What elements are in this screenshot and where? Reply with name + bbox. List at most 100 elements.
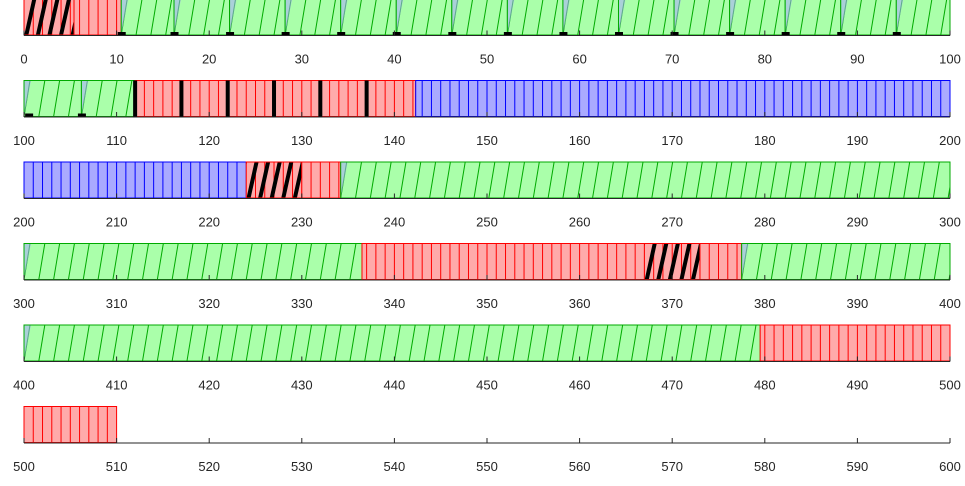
segment-edge [896, 0, 904, 35]
hatch [230, 243, 238, 280]
x-tick-label: 320 [198, 296, 220, 311]
x-tick-label: 560 [569, 459, 591, 474]
hatch [512, 325, 520, 361]
hatch [940, 0, 948, 35]
hatch [201, 325, 209, 361]
hatch [393, 325, 401, 361]
hatch [156, 243, 164, 280]
segment-edge [24, 325, 31, 361]
hatch [384, 162, 392, 198]
hatch-group [246, 162, 302, 198]
hatch [53, 243, 61, 280]
segment-green [340, 0, 397, 36]
x-tick-label: 140 [384, 133, 406, 148]
segment-blue [415, 80, 951, 117]
x-tick-label: 400 [13, 378, 35, 393]
hatch [734, 325, 742, 361]
marker [170, 32, 179, 36]
segment-red [759, 324, 951, 362]
hatch [480, 0, 488, 35]
hatch [438, 325, 446, 361]
segment-fill [121, 0, 175, 35]
segment-green [229, 0, 286, 36]
x-tick-label: 460 [569, 378, 591, 393]
hatch-group [340, 162, 950, 198]
hatch [355, 0, 362, 35]
segment-edge [618, 0, 626, 35]
marker [117, 32, 126, 36]
hatch [329, 0, 336, 35]
x-tick-label: 180 [754, 133, 776, 148]
x-tick-label: 130 [291, 133, 313, 148]
hatch [97, 243, 105, 280]
hatch [904, 243, 912, 280]
hatch [527, 325, 535, 361]
hatch [586, 325, 594, 361]
hatch [290, 325, 298, 361]
x-tick-label: 240 [384, 215, 406, 230]
hatch [355, 162, 363, 198]
hatch [666, 162, 674, 198]
marker [892, 32, 901, 36]
black-bar [133, 80, 138, 117]
x-tick-label: 100 [939, 52, 961, 67]
segment-edge [121, 0, 129, 35]
marker [25, 113, 34, 118]
hatch [216, 325, 224, 361]
black-hatch [258, 162, 271, 198]
black-hatch [656, 243, 669, 280]
hatch [473, 162, 481, 198]
black-hatch [59, 0, 71, 35]
hatch [688, 0, 696, 35]
hatch [369, 0, 377, 35]
x-tick-label: 580 [754, 459, 776, 474]
x-tick-label: 570 [661, 459, 683, 474]
hatch [243, 0, 251, 35]
x-tick-label: 520 [198, 459, 220, 474]
hatch [675, 325, 683, 361]
hatch [577, 0, 585, 35]
hatch [95, 80, 103, 117]
segment-fill [229, 0, 286, 35]
hatch [547, 162, 555, 198]
hatch [532, 162, 540, 198]
hatch [874, 243, 882, 280]
hatch [770, 243, 778, 280]
black-hatch [679, 243, 692, 280]
x-tick-label: 150 [476, 133, 498, 148]
segment-green [673, 0, 731, 36]
marker [559, 32, 568, 36]
marker [726, 32, 735, 36]
hatch [956, 0, 962, 35]
segment-fill [785, 0, 841, 35]
hatch [829, 162, 837, 198]
x-tick-label: 440 [384, 378, 406, 393]
x-tick-label: 230 [291, 215, 313, 230]
segment-blue [23, 161, 247, 199]
hatch [592, 162, 600, 198]
marker [670, 32, 679, 36]
hatch [556, 325, 564, 361]
hatch [773, 0, 781, 35]
hatch [142, 243, 150, 280]
hatch [171, 325, 179, 361]
hatch [334, 325, 342, 361]
x-tick-label: 250 [476, 215, 498, 230]
hatch [466, 0, 473, 35]
x-tick-label: 390 [847, 296, 869, 311]
hatch [749, 325, 757, 361]
hatch [889, 243, 897, 280]
hatch [621, 162, 629, 198]
hatch [814, 0, 822, 35]
black-bar [179, 80, 184, 117]
hatch [414, 162, 422, 198]
hatch [67, 243, 75, 280]
black-hatch [667, 243, 680, 280]
hatch [260, 243, 268, 280]
hatch [536, 0, 544, 35]
hatch [784, 162, 792, 198]
black-hatch [24, 0, 25, 3]
segment-edge [285, 0, 292, 35]
segment-green [120, 0, 175, 36]
segment-green [451, 0, 508, 36]
